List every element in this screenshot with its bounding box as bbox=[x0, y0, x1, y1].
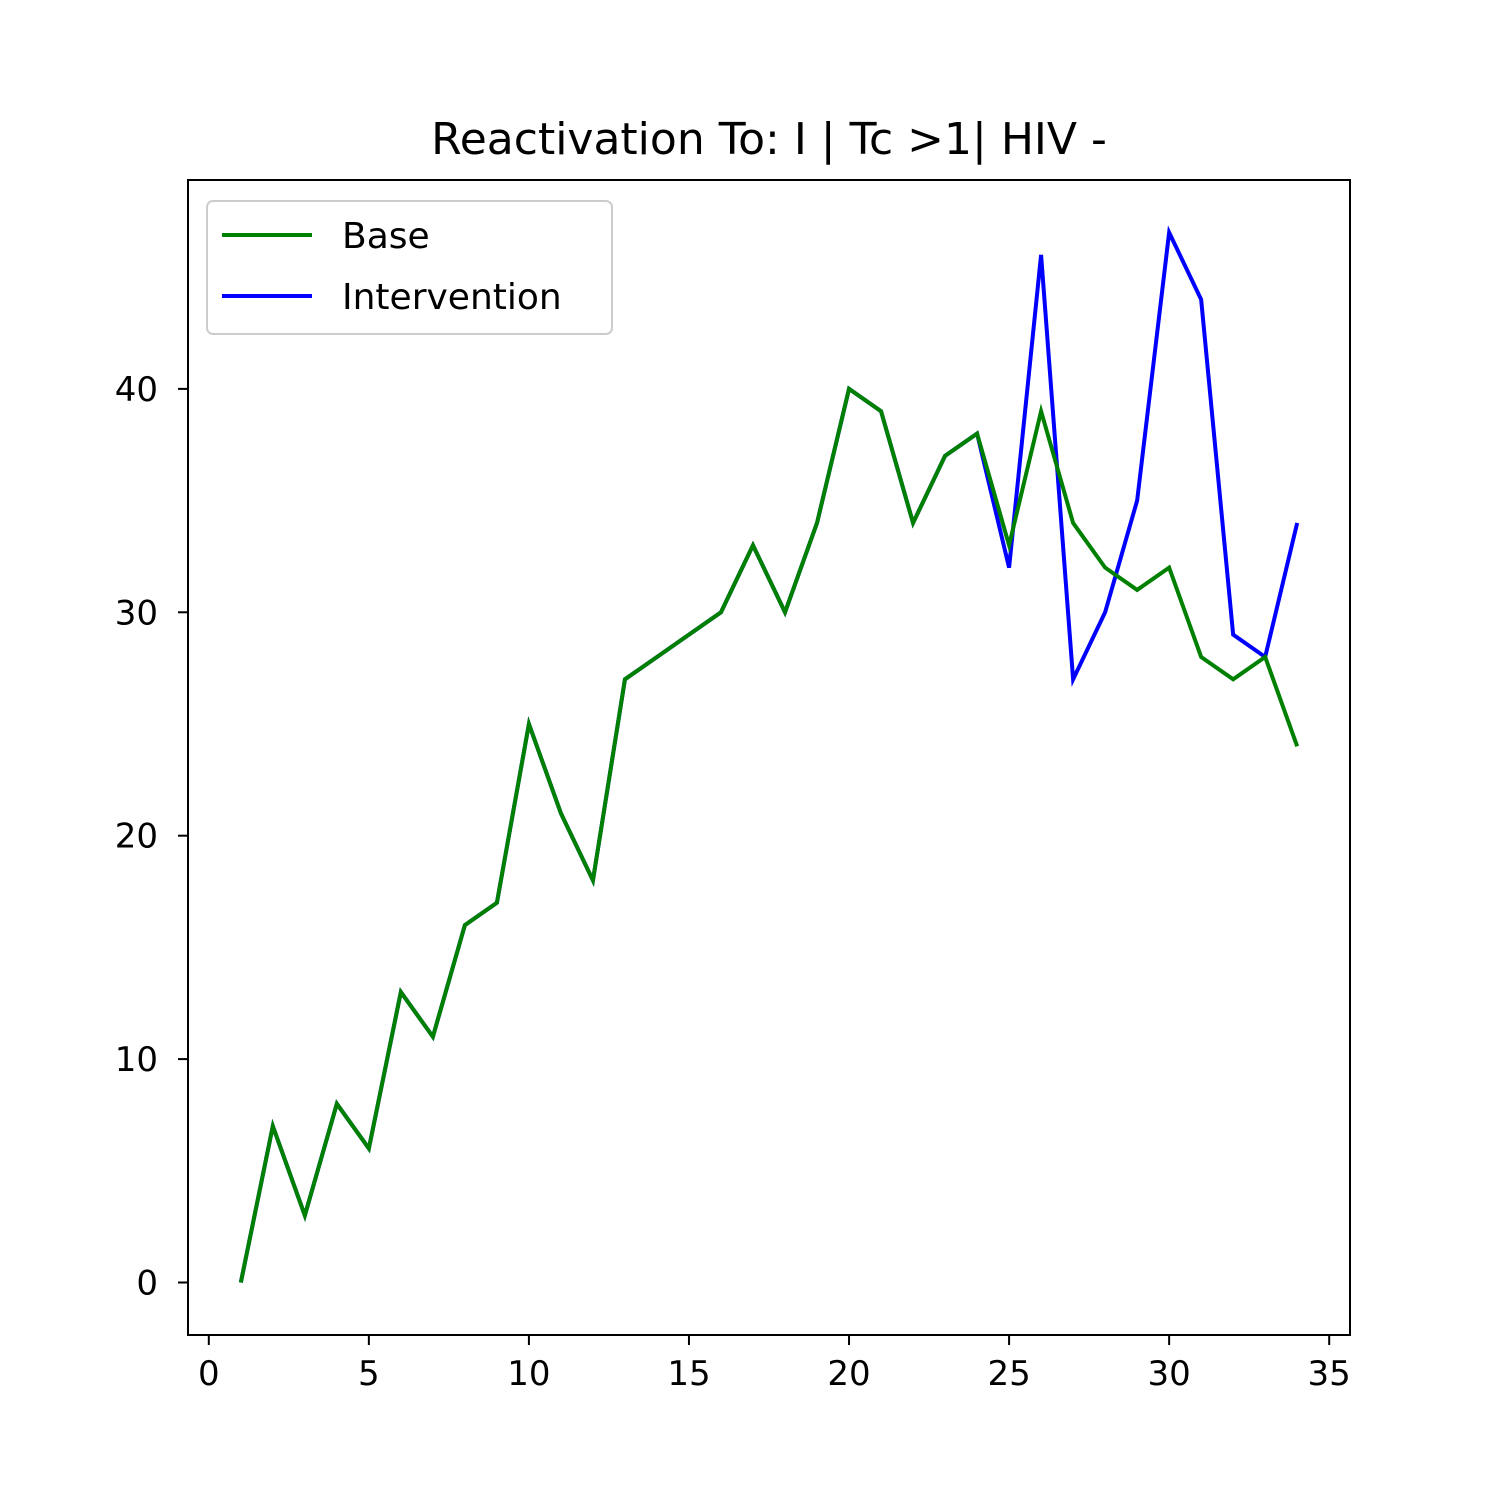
x-tick-label: 5 bbox=[358, 1354, 380, 1394]
chart-title: Reactivation To: I | Tc >1| HIV - bbox=[431, 114, 1107, 165]
legend-label-intervention: Intervention bbox=[342, 277, 562, 318]
legend: Base Intervention bbox=[206, 200, 613, 335]
y-tick-label: 40 bbox=[115, 370, 158, 410]
series-layer bbox=[238, 225, 1300, 1283]
x-tick-label: 0 bbox=[198, 1354, 220, 1394]
x-tick-label: 10 bbox=[507, 1354, 550, 1394]
x-axis: 0 5 10 15 20 25 30 35 bbox=[198, 1335, 1351, 1394]
y-tick-label: 10 bbox=[115, 1040, 158, 1080]
x-tick-label: 15 bbox=[667, 1354, 710, 1394]
y-tick-label: 0 bbox=[136, 1264, 158, 1304]
x-tick-label: 30 bbox=[1148, 1354, 1191, 1394]
y-axis: 0 10 20 30 40 bbox=[115, 370, 188, 1304]
x-tick-label: 20 bbox=[827, 1354, 870, 1394]
y-tick-label: 20 bbox=[115, 817, 158, 857]
legend-label-base: Base bbox=[342, 216, 430, 257]
y-tick-label: 30 bbox=[115, 593, 158, 633]
plot-frame bbox=[187, 179, 1351, 1336]
x-tick-label: 35 bbox=[1308, 1354, 1351, 1394]
series-line-base bbox=[238, 385, 1300, 1283]
x-tick-label: 25 bbox=[987, 1354, 1030, 1394]
